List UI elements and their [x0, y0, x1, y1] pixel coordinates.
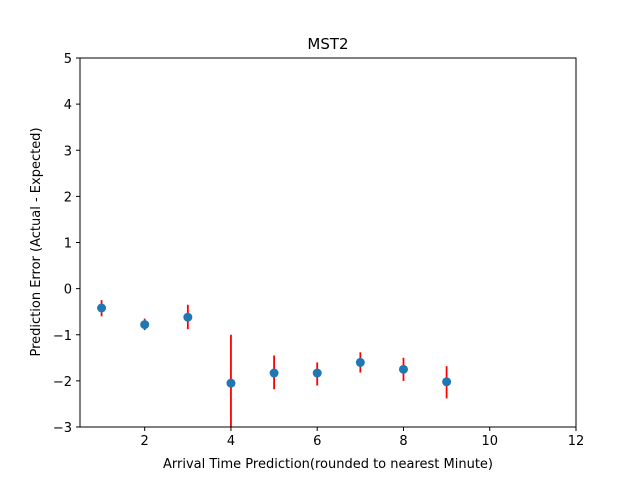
- data-point: [398, 364, 408, 374]
- data-point: [97, 303, 107, 313]
- y-tick-label: −1: [53, 329, 72, 344]
- x-tick-label: 4: [227, 434, 235, 449]
- data-point: [442, 377, 452, 387]
- y-tick-label: −3: [53, 421, 72, 436]
- data-point: [312, 368, 322, 378]
- chart-title: MST2: [307, 35, 348, 53]
- y-axis-label: Prediction Error (Actual - Expected): [29, 127, 44, 356]
- y-tick-label: 2: [64, 190, 72, 205]
- x-tick-label: 10: [481, 434, 498, 449]
- y-axis-ticks: −3 −2 −1 0 1 2 3 4 5: [53, 52, 80, 436]
- data-point: [269, 368, 279, 378]
- x-axis-ticks: 2 4 6 8 10 12: [141, 427, 585, 449]
- x-tick-label: 6: [313, 434, 321, 449]
- x-axis-label: Arrival Time Prediction(rounded to neare…: [163, 457, 493, 472]
- plot-frame: [79, 57, 577, 428]
- data-point: [183, 312, 193, 322]
- data-point: [355, 357, 365, 367]
- y-tick-label: 1: [64, 237, 72, 252]
- y-tick-label: 0: [64, 283, 72, 298]
- data-point: [140, 320, 150, 330]
- x-tick-label: 2: [141, 434, 149, 449]
- x-tick-label: 8: [399, 434, 407, 449]
- y-tick-label: 3: [64, 144, 72, 159]
- y-tick-label: 4: [64, 98, 72, 113]
- y-tick-label: −2: [53, 375, 72, 390]
- x-tick-label: 12: [568, 434, 585, 449]
- data-point: [226, 378, 236, 388]
- data-points: [97, 303, 452, 388]
- y-tick-label: 5: [64, 52, 72, 67]
